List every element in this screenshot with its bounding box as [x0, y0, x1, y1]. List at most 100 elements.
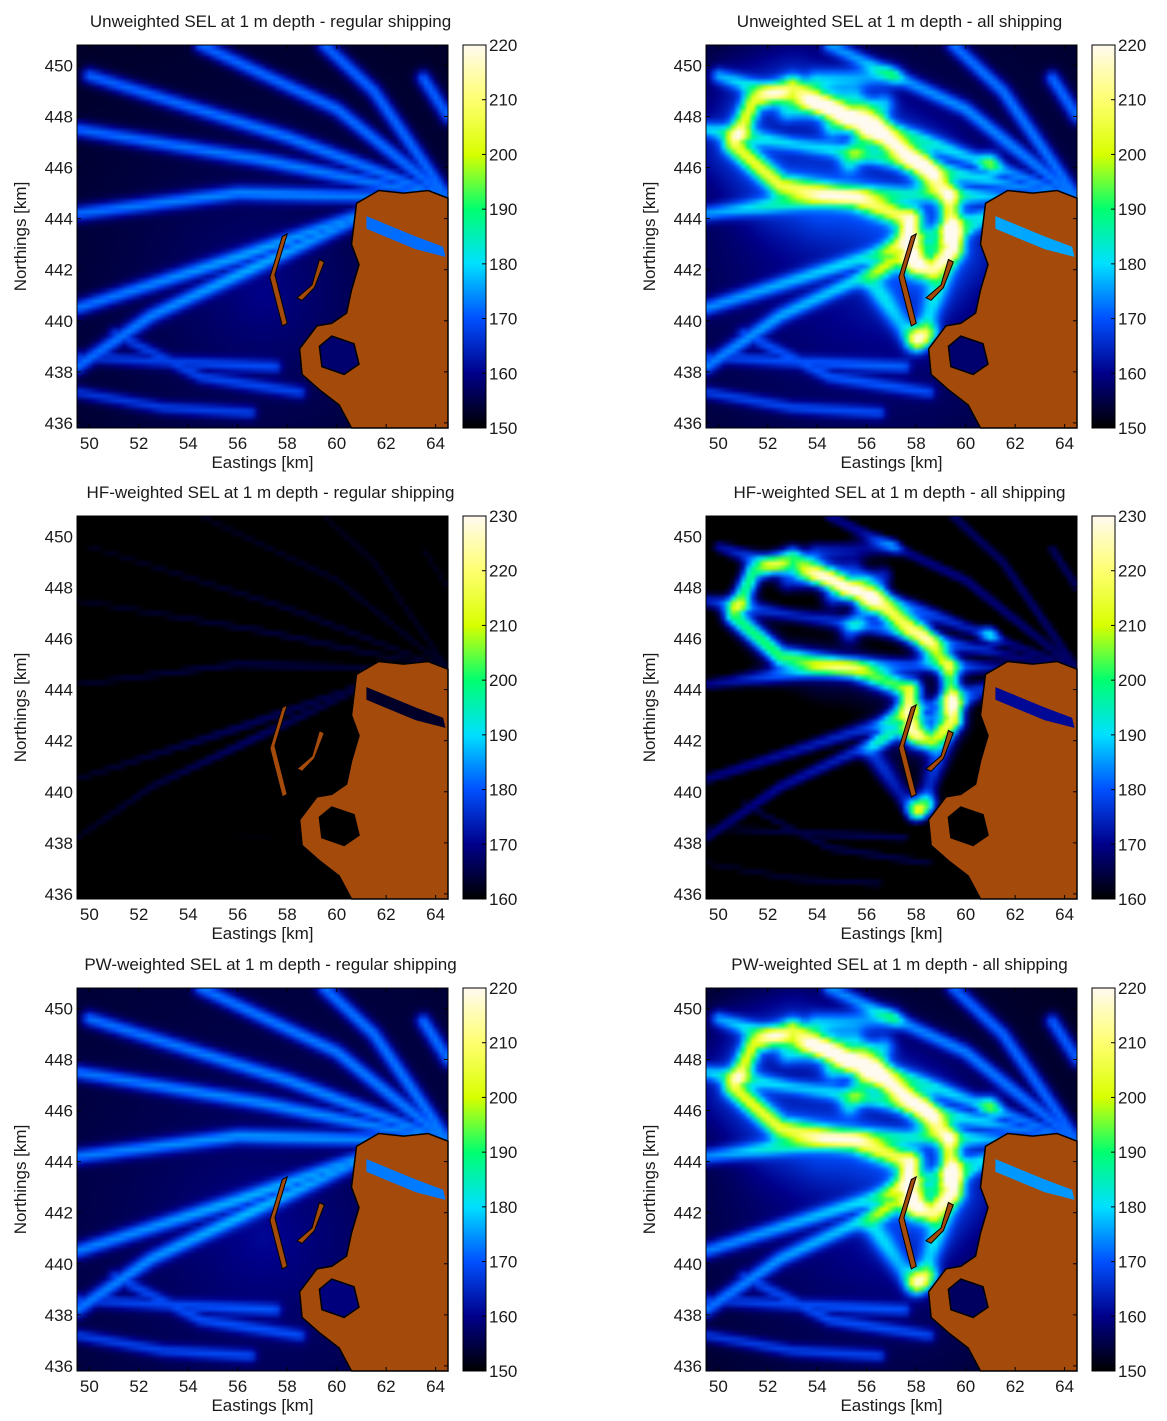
island — [296, 258, 325, 301]
y-tick-label: 444 — [45, 210, 73, 229]
y-tick-label: 438 — [45, 363, 73, 382]
estuary-channel — [995, 687, 1075, 728]
x-tick-label: 56 — [857, 434, 876, 453]
y-tick-label: 444 — [674, 681, 702, 700]
island — [269, 1175, 289, 1270]
colorbar-tick-label: 180 — [489, 781, 517, 800]
colorbar-tick-label: 180 — [489, 255, 517, 274]
x-tick-label: 50 — [709, 1377, 728, 1396]
y-tick-label: 438 — [45, 834, 73, 853]
y-axis-label: Northings [km] — [11, 182, 30, 292]
chart-panel: 50 52 54 56 58 60 62 64 436 438 440 442 444 446 448 450… — [640, 12, 1146, 472]
colorbar-tick-label: 180 — [1118, 1198, 1146, 1217]
x-tick-label: 50 — [80, 434, 99, 453]
colorbar-tick-label: 170 — [1118, 1253, 1146, 1272]
x-tick-label: 58 — [278, 434, 297, 453]
y-tick-label: 438 — [45, 1306, 73, 1325]
colorbar-tick-label: 180 — [489, 1198, 517, 1217]
x-tick-label: 60 — [956, 434, 975, 453]
y-tick-label: 450 — [45, 527, 73, 546]
x-axis-label: Eastings [km] — [211, 453, 313, 472]
y-tick-label: 448 — [674, 578, 702, 597]
x-tick-label: 50 — [80, 1377, 99, 1396]
colorbar-tick-label: 150 — [489, 1362, 517, 1381]
y-tick-label: 444 — [45, 681, 73, 700]
island — [925, 258, 954, 301]
x-tick-label: 52 — [129, 434, 148, 453]
x-tick-label: 52 — [758, 1377, 777, 1396]
y-tick-label: 440 — [674, 312, 702, 331]
x-tick-label: 64 — [1055, 905, 1074, 924]
colorbar-tick-label: 230 — [1118, 507, 1146, 526]
colorbar — [462, 987, 487, 1372]
colorbar-tick-label: 190 — [1118, 200, 1146, 219]
island — [296, 729, 325, 772]
y-tick-label: 450 — [674, 527, 702, 546]
y-tick-label: 450 — [674, 999, 702, 1018]
lagoon — [318, 335, 360, 376]
colorbar-tick-label: 210 — [489, 91, 517, 110]
y-tick-label: 448 — [45, 578, 73, 597]
x-axis-label: Eastings [km] — [840, 924, 942, 943]
chart-panel: 50 52 54 56 58 60 62 64 436 438 440 442 444 446 448 450… — [11, 12, 517, 472]
y-tick-label: 448 — [45, 107, 73, 126]
chart-panel: 50 52 54 56 58 60 62 64 436 438 440 442 444 446 448 450… — [11, 483, 517, 943]
x-tick-label: 62 — [377, 905, 396, 924]
x-tick-label: 58 — [907, 905, 926, 924]
island — [925, 729, 954, 772]
colorbar-tick-label: 170 — [489, 835, 517, 854]
colorbar-tick-label: 200 — [489, 671, 517, 690]
y-tick-label: 448 — [45, 1050, 73, 1069]
x-axis-label: Eastings [km] — [211, 924, 313, 943]
colorbar-tick-label: 180 — [1118, 781, 1146, 800]
colorbar-tick-label: 170 — [489, 310, 517, 329]
x-tick-label: 64 — [426, 434, 445, 453]
x-tick-label: 54 — [179, 1377, 198, 1396]
x-tick-label: 54 — [808, 434, 827, 453]
colorbar — [1091, 987, 1116, 1372]
colorbar-tick-label: 190 — [489, 726, 517, 745]
plot-frame — [705, 515, 1078, 900]
x-tick-label: 64 — [1055, 434, 1074, 453]
chart-title: Unweighted SEL at 1 m depth - all shippi… — [737, 12, 1062, 31]
colorbar-tick-label: 170 — [1118, 310, 1146, 329]
colorbar-tick-label: 160 — [489, 1307, 517, 1326]
y-tick-label: 446 — [674, 1102, 702, 1121]
x-axis-label: Eastings [km] — [211, 1396, 313, 1415]
y-axis-label: Northings [km] — [640, 653, 659, 763]
x-tick-label: 56 — [857, 905, 876, 924]
lagoon — [318, 1278, 360, 1319]
chart-title: Unweighted SEL at 1 m depth - regular sh… — [90, 12, 451, 31]
y-tick-label: 444 — [45, 1153, 73, 1172]
plot-frame — [705, 44, 1078, 429]
island — [296, 1201, 325, 1244]
x-tick-label: 50 — [709, 434, 728, 453]
x-tick-label: 52 — [758, 434, 777, 453]
plot-frame — [76, 987, 449, 1372]
colorbar-tick-label: 230 — [489, 507, 517, 526]
colorbar — [462, 44, 487, 429]
colorbar-tick-label: 170 — [1118, 835, 1146, 854]
y-tick-label: 440 — [45, 1255, 73, 1274]
colorbar-tick-label: 220 — [489, 36, 517, 55]
x-tick-label: 62 — [1006, 905, 1025, 924]
colorbar-tick-label: 160 — [1118, 1307, 1146, 1326]
y-tick-label: 442 — [45, 732, 73, 751]
chart-panel: 50 52 54 56 58 60 62 64 436 438 440 442 444 446 448 450… — [11, 955, 517, 1415]
colorbar-tick-label: 200 — [1118, 1088, 1146, 1107]
y-tick-label: 440 — [674, 783, 702, 802]
colorbar-tick-label: 190 — [489, 1143, 517, 1162]
x-tick-label: 60 — [327, 905, 346, 924]
colorbar-tick-label: 220 — [1118, 979, 1146, 998]
colorbar-tick-label: 220 — [489, 562, 517, 581]
chart-panel: 50 52 54 56 58 60 62 64 436 438 440 442 444 446 448 450… — [640, 955, 1146, 1415]
x-tick-label: 56 — [228, 1377, 247, 1396]
y-tick-label: 446 — [674, 159, 702, 178]
y-tick-label: 450 — [674, 56, 702, 75]
y-tick-label: 446 — [45, 1102, 73, 1121]
island — [898, 1175, 918, 1270]
estuary-channel — [995, 216, 1075, 257]
y-tick-label: 438 — [674, 1306, 702, 1325]
x-tick-label: 50 — [80, 905, 99, 924]
